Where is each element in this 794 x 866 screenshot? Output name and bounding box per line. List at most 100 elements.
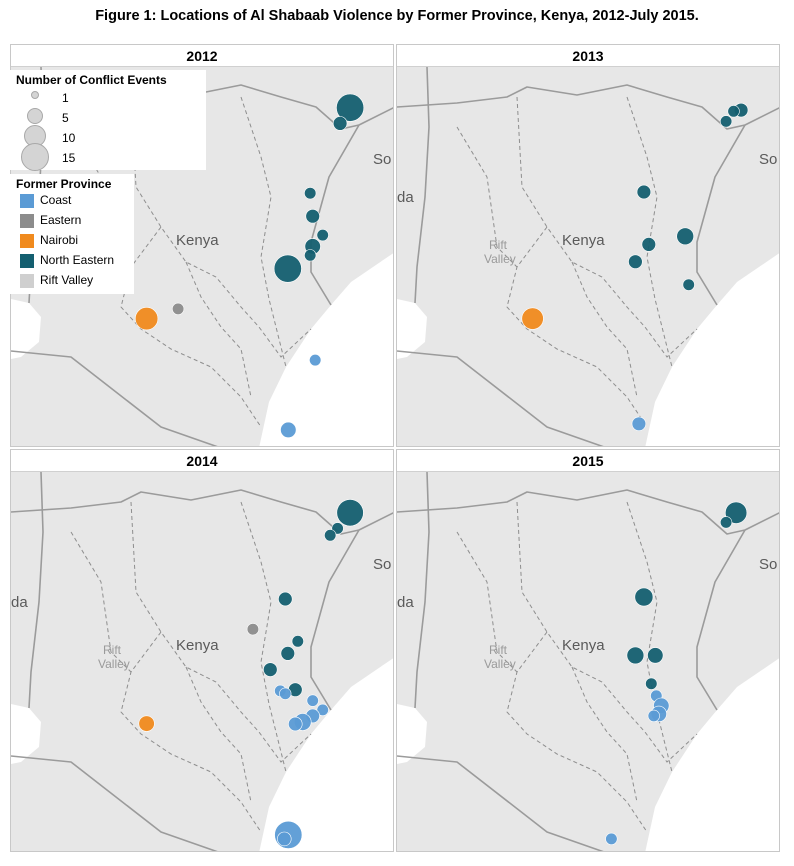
- color-legend-title: Former Province: [16, 177, 112, 191]
- panel-title: 2015: [397, 450, 779, 472]
- size-legend-label: 15: [62, 151, 76, 165]
- color-legend: Former Province Coast Eastern Nairobi No…: [10, 174, 134, 294]
- lake-victoria: [11, 299, 41, 359]
- event-marker: [720, 516, 733, 529]
- country-label: Kenya: [176, 232, 219, 249]
- legend-item-coast[interactable]: Coast: [16, 192, 136, 210]
- legend-label: North Eastern: [40, 253, 115, 267]
- province-border: [120, 631, 262, 833]
- size-legend-item: 5: [10, 108, 100, 128]
- province-border: [240, 96, 287, 368]
- event-marker: [277, 831, 292, 847]
- country-border: [358, 107, 393, 126]
- country-label: da: [397, 189, 414, 206]
- size-legend: Number of Conflict Events 1 5 10 15: [10, 70, 206, 171]
- legend-item-nairobi[interactable]: Nairobi: [16, 232, 136, 250]
- region-label: Rift: [103, 643, 122, 657]
- size-legend-label: 5: [62, 111, 69, 125]
- country-border: [397, 350, 604, 446]
- event-marker: [676, 227, 695, 246]
- province-border: [185, 666, 252, 803]
- region-label: Valley: [98, 657, 130, 671]
- legend-item-rift-valley[interactable]: Rift Valley: [16, 272, 136, 290]
- event-marker: [305, 209, 320, 224]
- event-marker: [647, 709, 660, 722]
- event-marker: [304, 187, 317, 200]
- size-circle-icon: [21, 143, 49, 171]
- event-marker: [273, 254, 302, 283]
- legend-item-eastern[interactable]: Eastern: [16, 212, 136, 230]
- swatch-icon: [20, 234, 34, 248]
- region-label: Valley: [484, 252, 516, 266]
- size-legend-title: Number of Conflict Events: [16, 73, 167, 87]
- country-border: [744, 512, 779, 531]
- country-label: So: [373, 556, 391, 573]
- event-marker: [291, 635, 304, 648]
- country-label: Kenya: [562, 637, 605, 654]
- size-legend-item: 1: [10, 88, 100, 108]
- indian-ocean: [259, 253, 393, 446]
- event-marker: [647, 647, 664, 664]
- event-marker: [634, 587, 654, 607]
- event-marker: [727, 105, 740, 118]
- panel-title: 2013: [397, 45, 779, 67]
- legend-label: Coast: [40, 193, 72, 207]
- event-marker: [605, 832, 618, 846]
- panel-title: 2014: [11, 450, 393, 472]
- map-canvas[interactable]: Kenya So da Rift Valley: [11, 472, 393, 851]
- event-marker: [246, 623, 259, 636]
- province-border: [506, 631, 648, 833]
- country-border: [397, 755, 604, 851]
- country-border: [696, 529, 746, 711]
- event-marker: [324, 529, 337, 542]
- province-border: [70, 531, 132, 673]
- country-border: [744, 107, 779, 126]
- size-legend-label: 1: [62, 91, 69, 105]
- map-panel-2013: 2013 Kenya So da Rift Valley: [396, 44, 780, 447]
- province-border: [571, 261, 638, 398]
- event-marker: [336, 499, 364, 527]
- event-marker: [641, 237, 657, 252]
- figure-title: Figure 1: Locations of Al Shabaab Violen…: [95, 8, 699, 24]
- country-label: So: [759, 556, 777, 573]
- map-panel-2015: 2015 Kenya So da Rift Valley: [396, 449, 780, 852]
- province-border: [130, 501, 312, 763]
- event-marker: [138, 715, 155, 732]
- event-marker: [278, 591, 293, 607]
- event-marker: [316, 703, 329, 716]
- lake-victoria: [397, 299, 427, 359]
- country-border: [11, 755, 218, 851]
- swatch-icon: [20, 254, 34, 268]
- event-marker: [682, 278, 695, 291]
- map-canvas[interactable]: Kenya So da Rift Valley: [397, 67, 779, 446]
- country-border: [28, 472, 44, 709]
- legend-item-north-eastern[interactable]: North Eastern: [16, 252, 136, 270]
- province-border: [516, 96, 698, 358]
- country-label: So: [759, 151, 777, 168]
- size-legend-item: 15: [10, 143, 100, 171]
- province-border: [571, 666, 638, 803]
- event-marker: [626, 646, 645, 665]
- legend-label: Eastern: [40, 213, 82, 227]
- event-marker: [720, 115, 733, 128]
- country-label: da: [11, 594, 28, 611]
- event-marker: [306, 694, 319, 707]
- province-border: [456, 531, 518, 673]
- legend-label: Nairobi: [40, 233, 79, 247]
- map-canvas[interactable]: Kenya So da Rift Valley: [397, 472, 779, 851]
- country-border: [11, 489, 360, 535]
- country-label: Kenya: [562, 232, 605, 249]
- province-border: [456, 126, 518, 268]
- map-grid: 2012 Kenya So 2013 Kenya So da Rift Valley 20…: [10, 44, 780, 852]
- province-border: [626, 96, 673, 368]
- lake-victoria: [397, 704, 427, 764]
- event-marker: [172, 302, 185, 315]
- size-circle-icon: [27, 108, 43, 124]
- map-panel-2014: 2014 Kenya So da Rift Valley: [10, 449, 394, 852]
- swatch-icon: [20, 214, 34, 228]
- region-label: Rift: [489, 238, 508, 252]
- event-marker: [631, 416, 647, 431]
